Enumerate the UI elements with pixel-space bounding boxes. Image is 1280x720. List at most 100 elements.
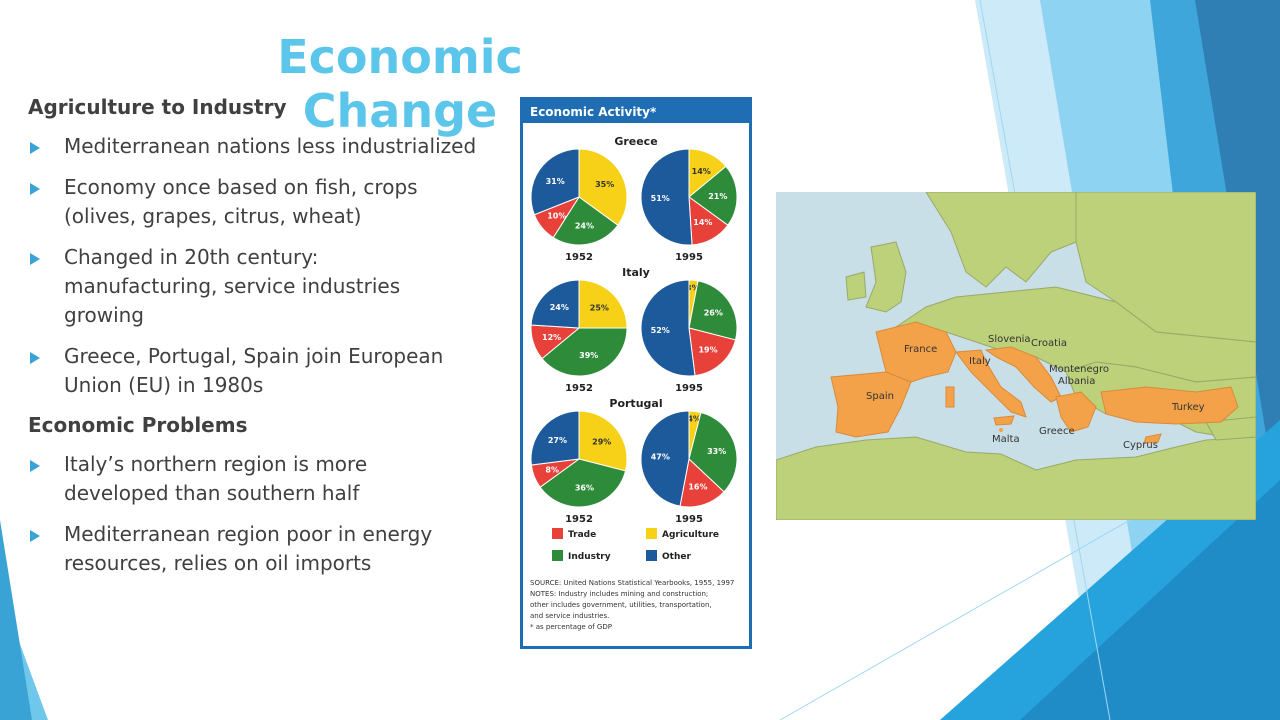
map-island-sardinia (945, 386, 955, 408)
chart-note-line: and service industries. (530, 612, 609, 620)
chart-title-tab (523, 101, 682, 121)
map-country-greece (1055, 391, 1097, 433)
pie-slice-other (530, 410, 580, 466)
chart-country-label: Portugal (609, 397, 662, 410)
map-label-france: France (904, 344, 937, 355)
bullet-item: Greece, Portugal, Spain join European Un… (28, 342, 478, 400)
pie-year-label: 1952 (565, 252, 593, 263)
pie-slice-industry (552, 196, 619, 246)
map-island-sicily (993, 415, 1015, 426)
legend-swatch-agriculture (646, 528, 657, 539)
pie-data-label: 19% (698, 346, 717, 355)
map-label-cyprus: Cyprus (1123, 440, 1158, 451)
economic-activity-chart: Economic Activity* Greece 35% 24% 10% 31% 195… (520, 97, 752, 649)
bullet-arrow-icon (30, 530, 40, 542)
bullet-arrow-icon (30, 183, 40, 195)
pie-slice-other (640, 410, 690, 507)
chart-svg: Economic Activity* Greece 35% 24% 10% 31% 195… (520, 97, 752, 649)
pie-data-label: 26% (704, 309, 723, 318)
pie-year-label: 1995 (675, 514, 703, 525)
mediterranean-map: France Slovenia Croatia Italy Montenegro… (775, 191, 1257, 521)
legend-swatch-industry (552, 550, 563, 561)
pie-data-label: 16% (688, 482, 707, 491)
pie-year-label: 1995 (675, 383, 703, 394)
left-bottom-accent-dark (0, 520, 32, 720)
pie-data-label: 12% (542, 333, 561, 342)
chart-country-label: Italy (622, 266, 650, 279)
pie-data-label: 31% (546, 177, 565, 186)
map-label-croatia: Croatia (1031, 338, 1067, 349)
bullet-item: Italy’s northern region is more develope… (28, 450, 478, 508)
pie-year-label: 1952 (565, 383, 593, 394)
chart-note-line: SOURCE: United Nations Statistical Yearb… (530, 579, 734, 587)
map-label-turkey: Turkey (1171, 402, 1205, 413)
pie-data-label: 10% (547, 211, 566, 220)
pie-group: Greece 35% 24% 10% 31% 1952 14% 21% 14% 51% 1995 It… (530, 135, 738, 525)
map-country-cyprus (1143, 433, 1162, 444)
chart-notes: SOURCE: United Nations Statistical Yearb… (530, 579, 734, 631)
legend-swatch-trade (552, 528, 563, 539)
map-label-slovenia: Slovenia (988, 334, 1031, 345)
map-label-montenegro: Montenegro (1049, 364, 1109, 375)
map-label-malta: Malta (992, 434, 1020, 445)
pie-data-label: 47% (651, 452, 670, 461)
bullet-list-problems: Italy’s northern region is more develope… (28, 450, 478, 578)
pie-slice-agriculture (578, 279, 628, 329)
map-label-albania: Albania (1058, 376, 1095, 387)
pie-slice-other (640, 279, 696, 377)
pie-data-label: 8% (545, 466, 559, 475)
pie-year-label: 1995 (675, 252, 703, 263)
map-country-italy (955, 349, 1027, 418)
slide-body: Agriculture to Industry Mediterranean na… (28, 94, 478, 590)
legend-label: Agriculture (662, 530, 719, 540)
pie-slice-industry (541, 327, 628, 377)
pie-data-label: 36% (575, 483, 594, 492)
pie-slice-trade (679, 458, 725, 508)
bullet-arrow-icon (30, 142, 40, 154)
bullet-text: Italy’s northern region is more develope… (64, 452, 368, 505)
chart-legend: Trade Agriculture Industry Other (552, 528, 719, 562)
pie-data-label: 51% (651, 194, 670, 203)
bullet-list-agriculture: Mediterranean nations less industrialize… (28, 132, 478, 400)
deco-line (779, 479, 1201, 720)
map-land-britain (865, 241, 907, 313)
pie-slice-other (640, 148, 693, 246)
pie-data-label: 52% (651, 326, 670, 335)
legend-swatch-other (646, 550, 657, 561)
pie-data-label: 39% (579, 351, 598, 360)
bullet-text: Greece, Portugal, Spain join European Un… (64, 344, 444, 397)
map-country-balkan-coast (984, 346, 1062, 403)
pie-data-label: 24% (550, 303, 569, 312)
pie-data-label: 4% (687, 415, 701, 424)
bullet-item: Economy once based on fish, crops (olive… (28, 173, 478, 231)
right-bottom-wedge-dark (1020, 480, 1280, 720)
map-country-malta (999, 428, 1003, 432)
chart-note-line: other includes government, utilities, tr… (530, 601, 712, 609)
slide-title: Economic Change (277, 30, 523, 138)
pie-slice-industry (688, 165, 738, 226)
bullet-arrow-icon (30, 460, 40, 472)
legend-label: Industry (568, 552, 611, 562)
map-land-ireland (845, 271, 867, 301)
pie-slice-industry (688, 411, 738, 493)
pie-slice-agriculture (578, 410, 628, 472)
legend-label: Trade (568, 530, 596, 540)
pie-data-label: 25% (590, 304, 609, 313)
section-heading-problems: Economic Problems (28, 413, 248, 437)
bullet-text: Economy once based on fish, crops (olive… (64, 175, 418, 228)
pie-slice-other (530, 279, 580, 329)
map-label-italy: Italy (969, 356, 991, 367)
pie-slice-trade (688, 327, 737, 377)
chart-title: Economic Activity* (530, 105, 657, 119)
bullet-text: Changed in 20th century: manufacturing, … (64, 245, 401, 327)
map-country-france (875, 321, 957, 383)
pie-slice-agriculture (578, 148, 628, 226)
bullet-text: Mediterranean nations less industrialize… (64, 134, 477, 158)
bullet-arrow-icon (30, 352, 40, 364)
pie-data-label: 33% (707, 447, 726, 456)
pie-data-label: 14% (692, 167, 711, 176)
pie-data-label: 14% (693, 218, 712, 227)
pie-data-label: 29% (592, 437, 611, 446)
chart-note-line: NOTES: Industry includes mining and cons… (530, 590, 708, 598)
pie-data-label: 35% (595, 180, 614, 189)
